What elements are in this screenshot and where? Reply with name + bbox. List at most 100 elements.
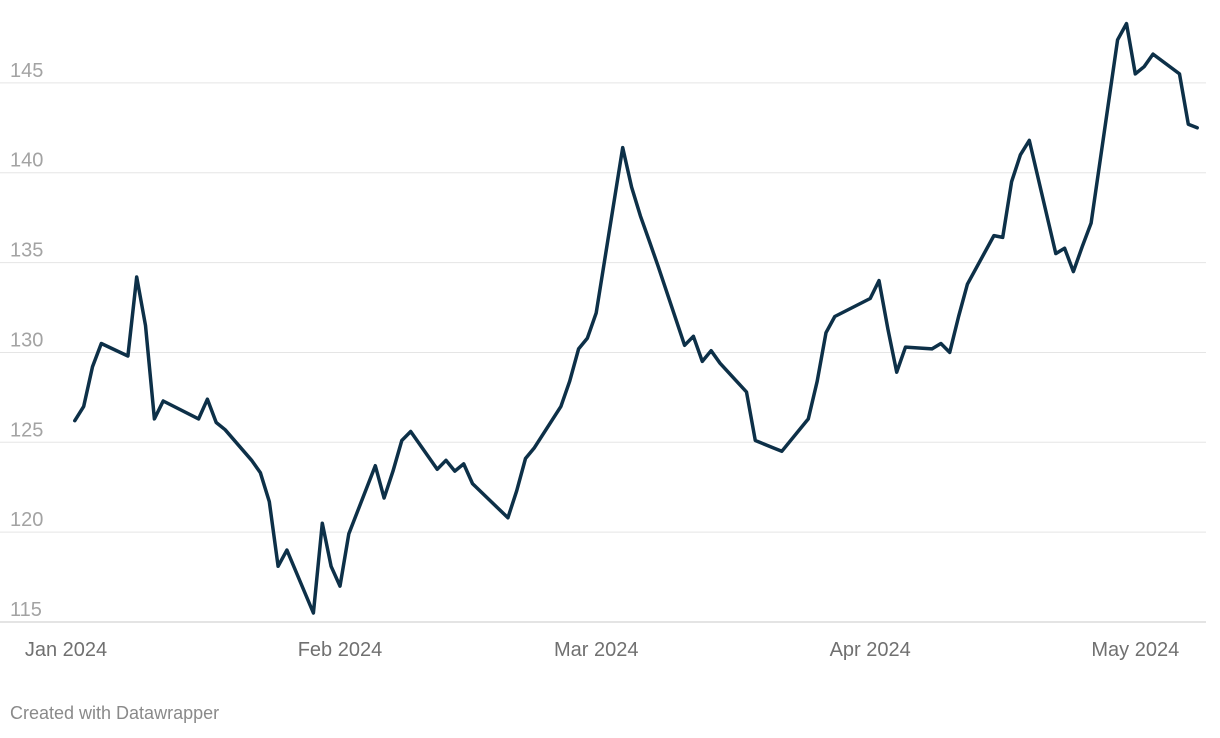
data-point [347,532,350,535]
data-point [992,234,995,237]
data-point [462,462,465,465]
data-point [1125,22,1128,25]
data-point [1081,245,1084,248]
data-point [1054,252,1057,255]
data-point [285,549,288,552]
data-point [595,311,598,314]
data-point [391,469,394,472]
data-point [966,283,969,286]
data-point [957,315,960,318]
data-point [745,390,748,393]
data-point [763,442,766,445]
data-point [533,446,536,449]
data-point [453,469,456,472]
data-point [400,439,403,442]
data-point [506,516,509,519]
data-point [886,327,889,330]
data-point [869,297,872,300]
data-point [939,342,942,345]
data-point [656,265,659,268]
data-point [126,354,129,357]
series-area [73,21,1199,615]
data-point [135,275,138,278]
data-point [754,439,757,442]
data-point [409,430,412,433]
y-tick-label: 140 [10,150,43,172]
data-point [648,239,651,242]
x-tick-label: Feb 2024 [298,639,383,661]
data-point [312,611,315,614]
data-point [559,405,562,408]
gridlines [0,82,1206,623]
data-point [710,349,713,352]
data-point [436,468,439,471]
data-point [568,380,571,383]
data-point [701,360,704,363]
data-point [330,565,333,568]
data-point [1187,123,1190,126]
data-point [162,399,165,402]
data-point [1072,270,1075,273]
data-point [683,344,686,347]
data-point [73,419,76,422]
series-line [73,21,1199,615]
y-tick-label: 130 [10,329,43,351]
data-point [524,457,527,460]
data-point [471,482,474,485]
x-tick-label: Apr 2024 [830,639,911,661]
x-tick-label: Mar 2024 [554,639,639,661]
data-point [586,336,589,339]
data-point [692,335,695,338]
data-point [1063,247,1066,250]
data-point [82,405,85,408]
data-point [1143,65,1146,68]
data-point [1010,180,1013,183]
data-point [100,342,103,345]
data-point [807,417,810,420]
data-point [515,489,518,492]
y-tick-label: 120 [10,509,43,531]
data-point [153,417,156,420]
data-point [444,459,447,462]
data-point [268,500,271,503]
data-point [1196,126,1199,129]
x-tick-label: May 2024 [1091,639,1179,661]
data-point [338,584,341,587]
data-point [1178,72,1181,75]
chart-credit: Created with Datawrapper [10,703,220,723]
data-point [833,315,836,318]
x-tick-label: Jan 2024 [25,639,107,661]
data-point [930,347,933,350]
data-point [206,398,209,401]
data-point [771,446,774,449]
data-point [276,565,279,568]
data-point [948,351,951,354]
data-point [1090,221,1093,224]
data-point [1019,153,1022,156]
data-point [1116,38,1119,41]
data-point [877,279,880,282]
y-tick-label: 115 [10,599,42,621]
data-point [321,522,324,525]
data-point [780,450,783,453]
data-point [816,380,819,383]
data-point [215,421,218,424]
data-point [1001,236,1004,239]
data-point [1028,139,1031,142]
data-point [1151,53,1154,56]
data-point [824,331,827,334]
data-point [144,324,147,327]
data-point [895,371,898,374]
data-point [91,365,94,368]
y-tick-label: 135 [10,240,43,262]
data-point [639,214,642,217]
x-axis: Jan 2024 Feb 2024 Mar 2024 Apr 2024 May 2024 [25,639,1179,661]
y-axis: 115 120 125 130 135 140 145 [10,60,43,621]
y-tick-label: 145 [10,60,43,82]
y-tick-label: 125 [10,419,43,441]
data-point [223,428,226,431]
data-point [904,345,907,348]
data-point [577,347,580,350]
data-point [250,459,253,462]
